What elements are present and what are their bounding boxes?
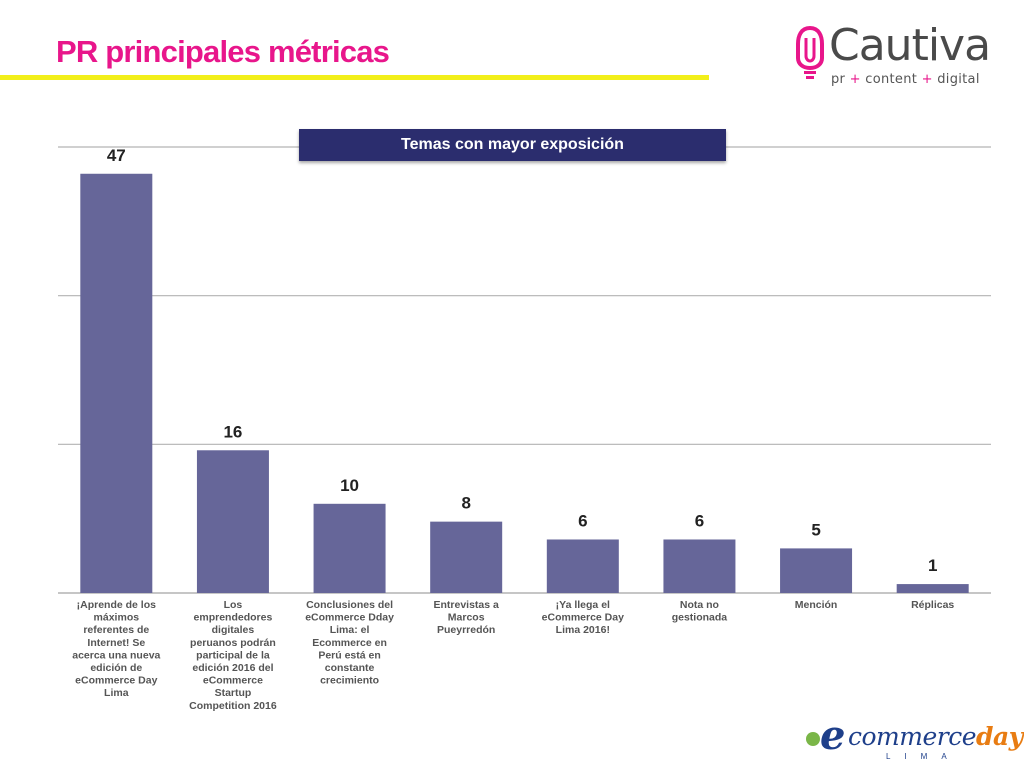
x-tick-label: Los emprendedores digitales peruanos podrán…	[189, 599, 277, 712]
bar	[896, 584, 969, 593]
x-tick-label: Mención	[795, 599, 838, 611]
x-tick-label: Conclusiones del eCommerce Dday Lima: el Ec…	[305, 599, 394, 687]
x-tick-label: ¡Ya llega el eCommerce Day Lima 2016!	[542, 599, 624, 636]
bar	[196, 450, 269, 593]
data-label: 6	[695, 511, 704, 530]
x-tick-label: Entrevistas a Marcos Pueyrredón	[434, 599, 500, 636]
data-label: 5	[811, 520, 820, 539]
x-tick-label: ¡Aprende de los máximos referentes de Inter…	[72, 599, 160, 699]
cautiva-logo: Cautiva pr + content + digital	[795, 20, 991, 92]
bar	[430, 521, 503, 593]
page-title: PR principales métricas	[56, 34, 390, 69]
chart-title: Temas con mayor exposición	[299, 129, 726, 161]
ecommerce-day-logo: e commerceday LIMA	[806, 712, 1023, 764]
bar	[80, 173, 153, 593]
cautiva-wordmark: Cautiva	[829, 20, 991, 71]
globe-icon	[806, 732, 820, 746]
title-underline	[0, 75, 709, 80]
bar	[780, 548, 853, 593]
bar	[663, 539, 736, 593]
x-tick-label: Réplicas	[911, 599, 954, 611]
bar	[313, 503, 386, 593]
bar	[546, 539, 619, 593]
data-label: 1	[928, 556, 937, 575]
cautiva-tagline: pr + content + digital	[831, 72, 980, 87]
x-tick-label: Nota no gestionada	[672, 599, 728, 624]
lightbulb-icon	[796, 25, 824, 79]
data-label: 8	[461, 494, 470, 513]
data-label: 10	[340, 476, 359, 495]
data-label: 47	[107, 146, 126, 165]
data-label: 6	[578, 511, 587, 530]
data-label: 16	[223, 422, 242, 441]
